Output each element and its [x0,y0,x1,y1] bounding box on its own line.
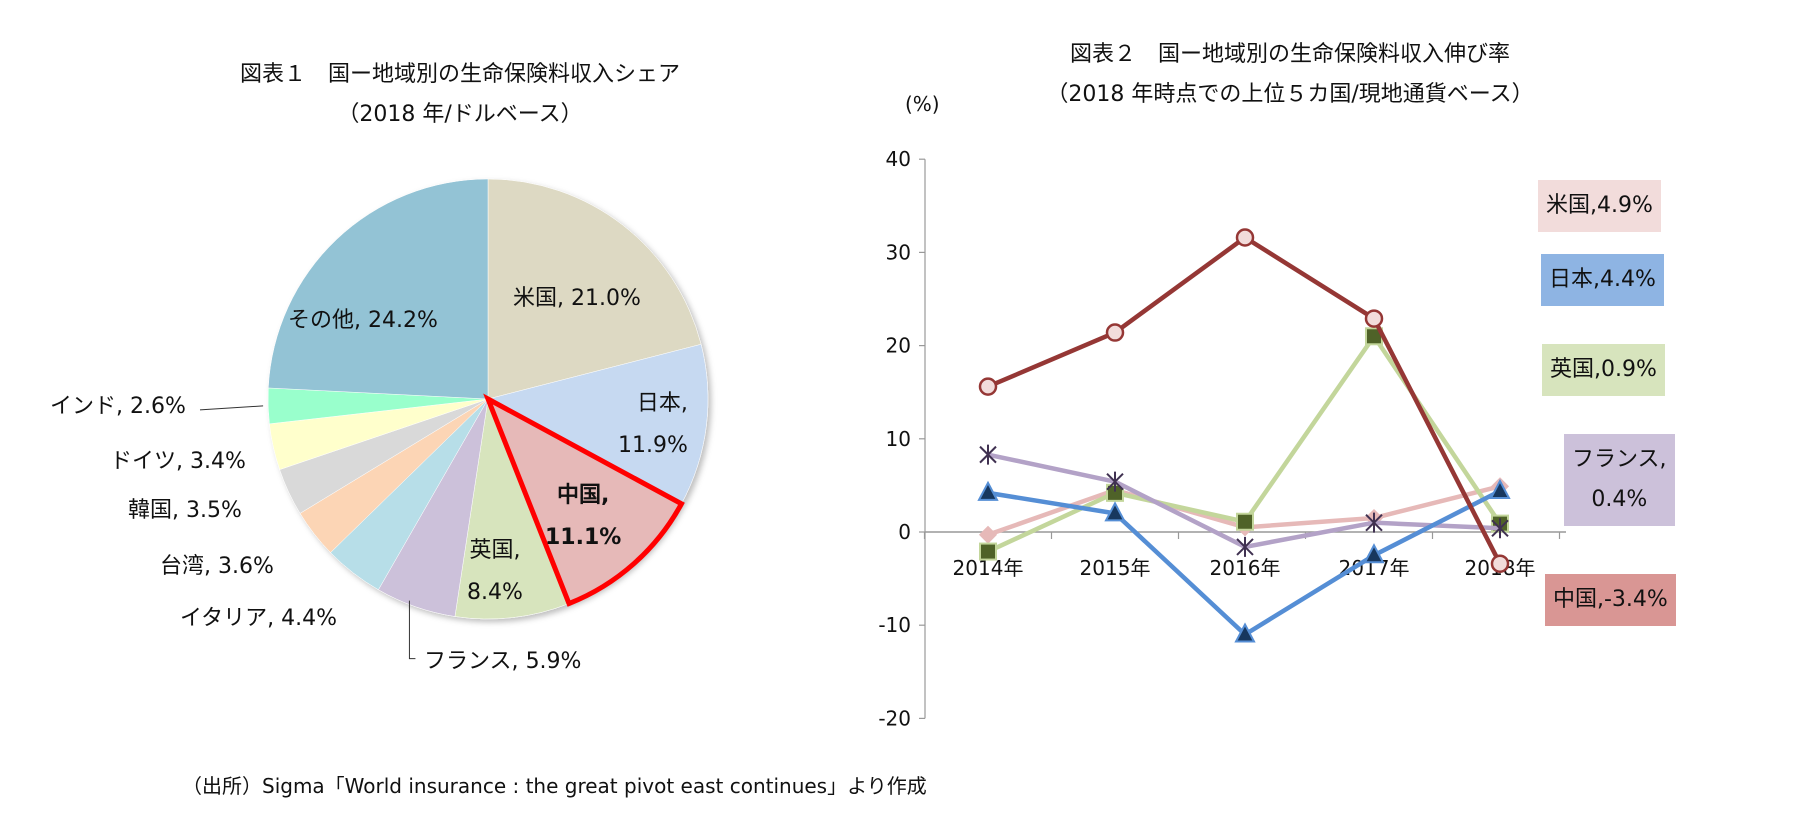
data-point-marker [979,444,997,465]
pie-label-us: 米国, 21.0% [513,286,641,311]
data-point-marker [1491,518,1509,539]
data-point-marker [1236,536,1254,557]
pie-slice-highlight-outline [483,393,685,607]
pie-label-korea: 韓国, 3.5% [128,498,242,523]
end-label-uk: 英国,0.9% [1542,344,1665,396]
pie-label-taiwan: 台湾, 3.6% [160,554,274,579]
data-point-marker [1234,622,1256,643]
series-2 [979,444,1509,557]
data-point-marker [1104,501,1126,522]
pie-label-uk: 英国, 8.4% [467,538,523,605]
pie-title-sub: （2018 年/ドルベース） [337,102,583,127]
end-label-china: 中国,-3.4% [1545,574,1676,626]
series-3 [977,478,1511,643]
pie-slice-3 [454,398,570,620]
data-point-marker [1363,543,1385,564]
data-point-marker [1235,228,1255,247]
leader-line-france [408,600,416,660]
y-tick-label: 10 [886,427,911,451]
pie-label-germany: ドイツ, 3.4% [110,449,246,474]
data-point-marker [977,480,999,501]
y-tick-label: 20 [886,334,911,358]
leader-line-india [199,405,264,411]
y-tick-label: 40 [886,147,911,171]
pie-chart [199,178,709,660]
pie-label-china: 中国, 11.1% [545,483,622,550]
source-note: （出所）Sigma「World insurance : the great pi… [182,774,927,798]
pie-label-japan: 日本, 11.9% [618,391,688,458]
data-point-marker [978,525,998,544]
data-point-marker [979,542,997,561]
data-point-marker [1490,554,1510,573]
end-label-us: 米国,4.9% [1538,180,1661,232]
line-title-sub: （2018 年時点での上位５カ国/現地通貨ベース） [1046,82,1534,107]
pie-slice-10 [268,178,489,400]
pie-label-italy: イタリア, 4.4% [180,606,338,631]
end-label-france: フランス, 0.4% [1564,434,1675,526]
pie-title-main: 図表１ 国ー地域別の生命保険料収入シェア [239,62,680,87]
data-point-marker [1106,471,1124,492]
pie-slice-1 [487,343,709,505]
x-tick-label: 2016年 [1210,556,1281,580]
series-4 [978,228,1510,573]
series-0 [978,477,1510,544]
data-point-marker [1364,309,1384,328]
x-tick-label: 2015年 [1080,556,1151,580]
data-point-marker [1365,512,1383,533]
y-tick-label: -20 [878,706,911,730]
pie-label-india: インド, 2.6% [50,394,186,419]
pie-label-france: フランス, 5.9% [424,649,582,674]
y-tick-label: 30 [886,240,911,264]
data-point-marker [1489,478,1511,499]
line-chart-title: 図表２ 国ー地域別の生命保険料収入伸び率 （2018 年時点での上位５カ国/現地… [980,35,1600,115]
line-title-main: 図表２ 国ー地域別の生命保険料収入伸び率 [1069,42,1510,67]
pie-slice-0 [487,178,702,400]
y-tick-label: 0 [898,520,911,544]
data-point-marker [1105,323,1125,342]
data-point-marker [1236,512,1254,531]
data-point-marker [978,377,998,396]
pie-chart-title: 図表１ 国ー地域別の生命保険料収入シェア （2018 年/ドルベース） [180,55,740,135]
pie-label-others: その他, 24.2% [288,308,438,333]
end-label-japan: 日本,4.4% [1541,254,1664,306]
y-tick-label: -10 [878,613,911,637]
y-axis-unit: (%) [905,92,940,116]
